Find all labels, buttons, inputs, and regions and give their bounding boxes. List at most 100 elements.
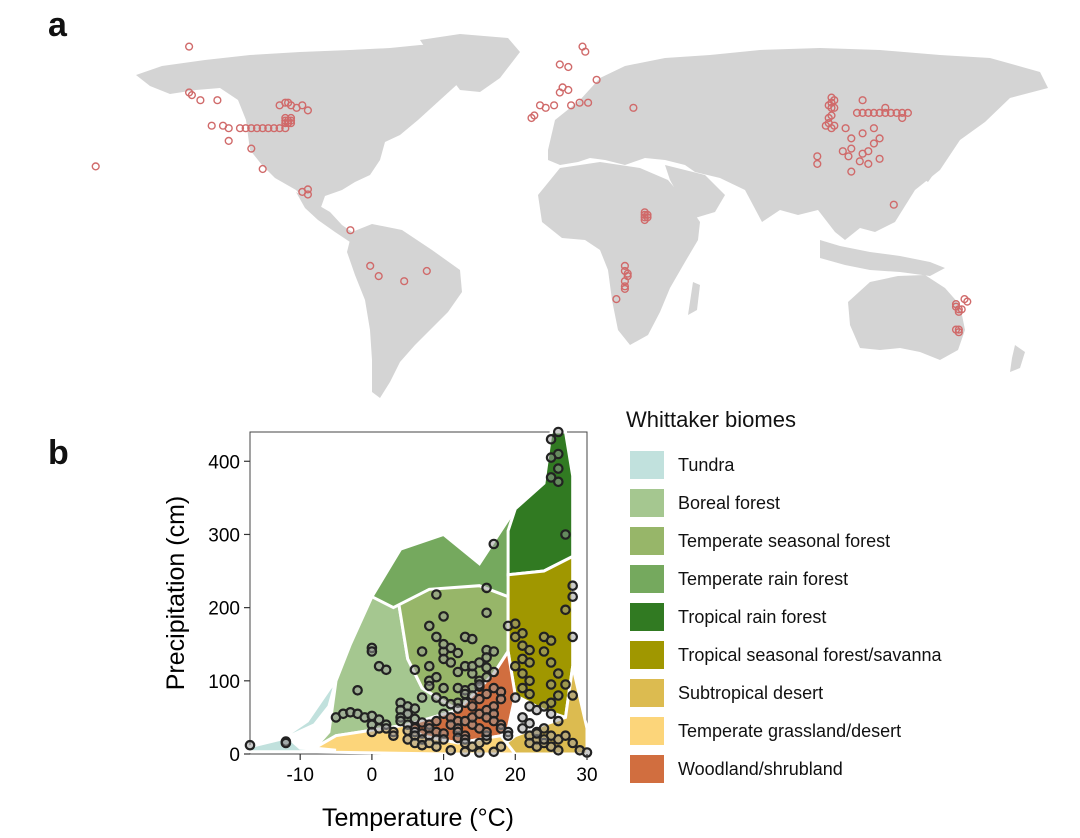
legend-label: Tundra <box>678 454 735 475</box>
site-marker <box>629 103 638 112</box>
data-point <box>545 679 557 690</box>
data-point <box>452 682 464 694</box>
site-marker <box>813 152 822 161</box>
legend-swatch <box>630 451 664 479</box>
site-marker <box>400 277 409 286</box>
data-point <box>567 631 578 643</box>
data-point <box>495 693 507 705</box>
site-marker <box>575 98 584 107</box>
site-marker <box>858 129 867 138</box>
site-marker <box>864 108 873 118</box>
legend-title: Whittaker biomes <box>626 407 796 432</box>
legend-label: Temperate seasonal forest <box>678 530 891 551</box>
legend-label: Subtropical desert <box>678 682 824 703</box>
x-tick-label: 20 <box>505 765 526 786</box>
data-point <box>545 635 557 646</box>
data-point <box>567 690 578 701</box>
site-marker <box>258 164 267 174</box>
data-point <box>466 633 478 645</box>
legend-label: Tropical seasonal forest/savanna <box>678 644 942 665</box>
data-point <box>517 712 528 723</box>
site-marker <box>366 261 375 271</box>
data-point <box>380 723 392 734</box>
data-point <box>524 688 535 700</box>
data-point <box>431 715 442 727</box>
data-point <box>423 680 435 692</box>
continent-south-america <box>347 224 462 398</box>
data-point <box>445 744 457 756</box>
data-point <box>502 730 514 741</box>
continent-southeast-asia <box>820 240 945 276</box>
data-point <box>531 728 543 739</box>
data-point <box>545 708 557 720</box>
data-point <box>545 472 557 483</box>
data-point <box>517 668 528 679</box>
x-axis-title: Temperature (°C) <box>322 804 514 832</box>
data-point <box>517 723 528 734</box>
x-tick-label: -10 <box>286 765 313 786</box>
data-point <box>474 657 485 668</box>
data-point <box>423 660 435 672</box>
site-marker <box>422 266 431 276</box>
site-marker <box>841 124 850 133</box>
y-tick-label: 100 <box>208 672 240 693</box>
legend-label: Tropical rain forest <box>678 606 827 627</box>
x-tick-label: 0 <box>367 765 378 786</box>
legend-label: Boreal forest <box>678 492 781 513</box>
site-marker <box>247 144 256 153</box>
data-point <box>445 657 457 668</box>
site-marker <box>620 261 630 271</box>
data-point <box>560 730 571 741</box>
data-point <box>524 657 535 668</box>
site-marker <box>281 113 290 123</box>
site-marker <box>957 305 966 314</box>
data-point <box>366 646 378 657</box>
data-point <box>552 426 564 438</box>
data-point <box>466 701 478 712</box>
data-point <box>481 652 492 663</box>
site-marker <box>869 108 879 118</box>
site-marker <box>564 85 573 95</box>
data-point <box>409 703 421 714</box>
site-marker <box>303 185 313 194</box>
legend-item: Temperate grassland/desert <box>630 712 941 750</box>
site-marker <box>196 96 205 105</box>
site-marker <box>286 113 296 123</box>
data-point <box>438 734 449 745</box>
site-marker <box>187 90 197 100</box>
data-point <box>524 675 535 687</box>
site-marker <box>213 96 222 105</box>
site-marker <box>903 108 913 118</box>
data-point <box>481 671 492 683</box>
site-marker <box>275 124 284 133</box>
data-point <box>538 734 550 745</box>
x-tick-label: 10 <box>433 765 454 786</box>
data-point <box>409 664 421 676</box>
site-marker <box>869 139 879 148</box>
data-point <box>481 607 492 619</box>
site-marker <box>620 277 630 286</box>
site-marker <box>612 295 621 304</box>
data-point <box>431 589 442 600</box>
data-point <box>538 646 550 657</box>
continent-scandinavia <box>598 72 640 115</box>
site-marker <box>847 144 856 153</box>
site-marker <box>581 47 590 56</box>
data-point <box>567 580 578 591</box>
data-point <box>445 642 457 654</box>
site-marker <box>269 124 279 133</box>
legend-item: Woodland/shrubland <box>630 750 941 788</box>
legend-swatch <box>630 603 664 631</box>
legend-item: Subtropical desert <box>630 674 941 712</box>
site-marker <box>91 162 100 171</box>
site-marker <box>954 325 963 334</box>
site-marker <box>566 101 576 110</box>
data-point <box>509 618 521 629</box>
data-point <box>416 692 428 703</box>
site-marker <box>858 149 867 158</box>
data-point <box>452 666 464 678</box>
y-tick-label: 400 <box>208 452 240 473</box>
site-marker <box>207 121 216 130</box>
continent-japan <box>922 148 942 182</box>
